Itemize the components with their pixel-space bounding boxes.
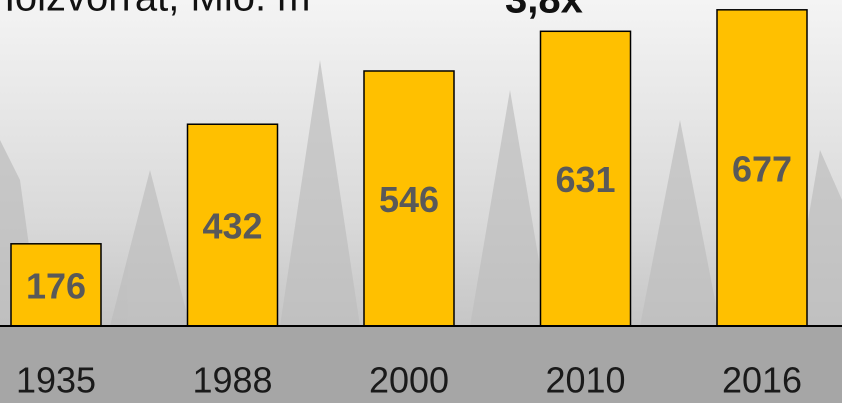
bar xyxy=(186,123,279,327)
bar xyxy=(10,243,102,327)
bar xyxy=(363,70,455,327)
x-tick-label: 2010 xyxy=(545,360,625,401)
value-label: 546 xyxy=(379,179,439,220)
forest-silhouette xyxy=(0,60,842,326)
x-tick-label: 1935 xyxy=(16,360,96,401)
bar xyxy=(539,30,632,327)
chart-title: Holzvorrat, Mio. m³ xyxy=(0,0,324,20)
x-tick-label: 2016 xyxy=(722,360,802,401)
bar xyxy=(716,9,808,327)
value-label: 176 xyxy=(26,265,86,306)
value-label: 631 xyxy=(555,159,615,200)
value-label: 677 xyxy=(732,148,792,189)
x-tick-label: 2000 xyxy=(369,360,449,401)
x-tick-label: 1988 xyxy=(192,360,272,401)
ground-band xyxy=(0,326,842,403)
annotation: 3,8x xyxy=(505,0,583,22)
value-label: 432 xyxy=(202,206,262,247)
